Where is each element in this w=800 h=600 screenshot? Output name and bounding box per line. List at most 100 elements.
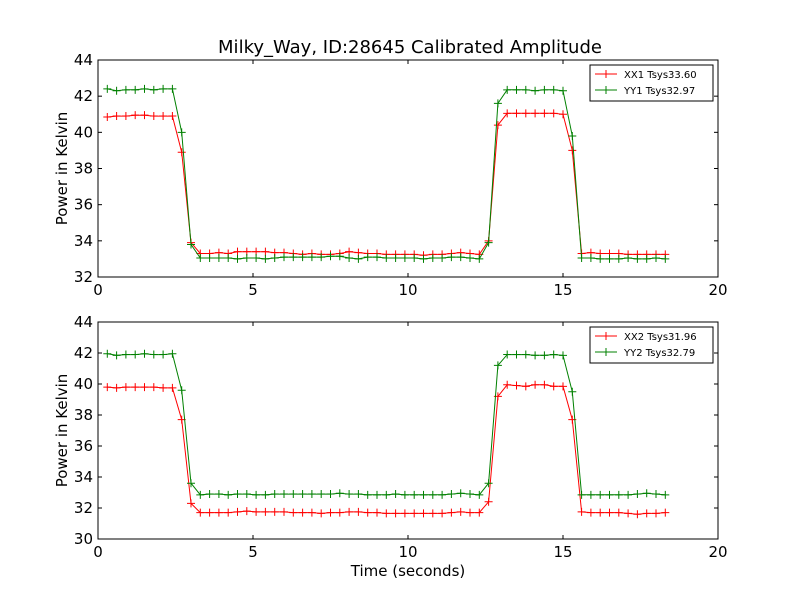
top-series-0-point bbox=[103, 112, 112, 121]
bottom-series-0-point bbox=[373, 508, 381, 517]
bottom-series-1-point bbox=[596, 490, 605, 499]
bottom-series-1-point bbox=[410, 490, 419, 499]
bottom-series-1-point bbox=[363, 490, 372, 499]
bottom-series-0-point bbox=[456, 507, 465, 516]
top-y-axis-label: Power in Kelvin bbox=[53, 112, 71, 226]
bottom-series-0-point bbox=[419, 509, 428, 518]
bottom-series-1-point bbox=[614, 490, 623, 499]
bottom-series-1-point bbox=[131, 350, 140, 359]
top-series-1-point bbox=[466, 254, 474, 263]
bottom-series-0-point bbox=[400, 509, 409, 518]
bottom-series-0-point bbox=[205, 508, 214, 517]
top-series-1-point bbox=[140, 84, 149, 93]
top-series-1-point bbox=[205, 254, 214, 263]
bottom-series-0-point bbox=[121, 383, 130, 392]
bottom-legend-label-0: XX2 Tsys31.96 bbox=[624, 332, 697, 343]
top-x-tick-label: 5 bbox=[248, 281, 258, 299]
top-series-1-point bbox=[419, 254, 428, 263]
bottom-series-0-point bbox=[149, 383, 158, 392]
top-series-1-point bbox=[280, 253, 288, 262]
bottom-series-1-point bbox=[549, 350, 558, 359]
bottom-series-0-point bbox=[261, 507, 270, 516]
bottom-series-1-point bbox=[484, 479, 493, 488]
top-series-0-point bbox=[521, 109, 530, 118]
bottom-series-1-point bbox=[103, 349, 112, 358]
top-series-1-point bbox=[531, 86, 540, 95]
bottom-y-tick-label: 44 bbox=[74, 313, 93, 331]
top-series-0-point bbox=[540, 109, 549, 118]
bottom-series-0-point bbox=[475, 508, 484, 517]
top-legend-label-1: YY1 Tsys32.97 bbox=[623, 86, 695, 97]
top-legend-label-0: XX1 Tsys33.60 bbox=[624, 70, 697, 81]
bottom-series-1-point bbox=[373, 490, 381, 499]
top-series-1-point bbox=[354, 254, 363, 263]
top-series-1-point bbox=[559, 86, 567, 95]
bottom-series-0-point bbox=[559, 382, 567, 391]
bottom-series-0-point bbox=[484, 497, 493, 506]
top-series-0-point bbox=[233, 247, 242, 256]
bottom-y-tick-label: 42 bbox=[74, 344, 93, 362]
top-series-1-point bbox=[233, 254, 242, 263]
top-series-0-point bbox=[512, 109, 521, 118]
bottom-series-1-point bbox=[438, 490, 447, 499]
bottom-series-1-point bbox=[531, 351, 540, 360]
top-series-1-point bbox=[633, 254, 642, 263]
top-series-1-point bbox=[121, 85, 130, 94]
bottom-series-1-point bbox=[307, 490, 316, 499]
top-y-tick-label: 38 bbox=[74, 160, 93, 178]
top-series-1-point bbox=[438, 254, 447, 263]
bottom-series-1-point bbox=[456, 489, 465, 498]
top-plot-panel: 0 5 10 15 20 32 34 36 38 40 42 44 Power in Kelvin XX1… bbox=[53, 51, 728, 299]
bottom-series-1-point bbox=[568, 387, 577, 396]
bottom-series-0-point bbox=[345, 507, 354, 516]
bottom-series-0-point bbox=[596, 508, 605, 517]
top-series-0-point bbox=[531, 109, 540, 118]
bottom-series-0-point bbox=[642, 509, 651, 518]
bottom-series-1-point bbox=[177, 386, 186, 395]
bottom-series-1-point bbox=[149, 350, 158, 359]
top-series-1-point bbox=[410, 254, 419, 263]
top-series-0-point bbox=[261, 247, 270, 256]
bottom-y-tick-label: 36 bbox=[74, 437, 93, 455]
bottom-series-1-point bbox=[391, 490, 400, 499]
top-series-0-point bbox=[177, 148, 186, 157]
bottom-series-1-point bbox=[605, 490, 614, 499]
top-series-1-point bbox=[335, 252, 344, 261]
bottom-series-0-point bbox=[196, 508, 205, 517]
bottom-series-1-point bbox=[382, 490, 391, 499]
top-series-1-point bbox=[261, 254, 270, 263]
bottom-series-0-point bbox=[363, 508, 372, 517]
bottom-x-tick-label: 15 bbox=[553, 543, 572, 561]
top-series-1-point bbox=[400, 254, 409, 263]
top-series-0-point bbox=[549, 109, 558, 118]
bottom-series-1-point bbox=[224, 490, 233, 499]
top-series-1-point bbox=[168, 84, 177, 93]
bottom-series-1-point bbox=[345, 490, 354, 499]
top-series-1-point bbox=[112, 86, 121, 95]
top-series-1-point bbox=[289, 253, 298, 262]
bottom-series-0-point bbox=[391, 509, 400, 518]
bottom-series-1-point bbox=[633, 490, 642, 499]
bottom-series-1-point bbox=[475, 490, 484, 499]
top-series-0-point bbox=[493, 121, 502, 130]
bottom-series-1-point bbox=[159, 350, 168, 359]
bottom-series-0-point bbox=[140, 383, 149, 392]
bottom-series-0-point bbox=[326, 508, 335, 517]
top-x-tick-label: 0 bbox=[93, 281, 103, 299]
bottom-series-0-point bbox=[652, 509, 660, 518]
top-series-1-point bbox=[521, 85, 530, 94]
bottom-series-1-point bbox=[196, 490, 205, 499]
bottom-series-0-point bbox=[270, 507, 279, 516]
top-series-0-point bbox=[140, 111, 149, 120]
bottom-series-1-point bbox=[168, 349, 177, 358]
top-y-tick-label: 42 bbox=[74, 87, 93, 105]
bottom-series-0-point bbox=[661, 508, 670, 517]
bottom-series-0-point bbox=[168, 383, 177, 392]
bottom-series-0-point bbox=[549, 382, 558, 391]
bottom-series-1-point bbox=[661, 490, 670, 499]
bottom-x-tick-label: 5 bbox=[248, 543, 258, 561]
bottom-series-0-point bbox=[131, 383, 140, 392]
top-series-1-point bbox=[326, 252, 335, 261]
top-series-1-point bbox=[214, 254, 223, 263]
